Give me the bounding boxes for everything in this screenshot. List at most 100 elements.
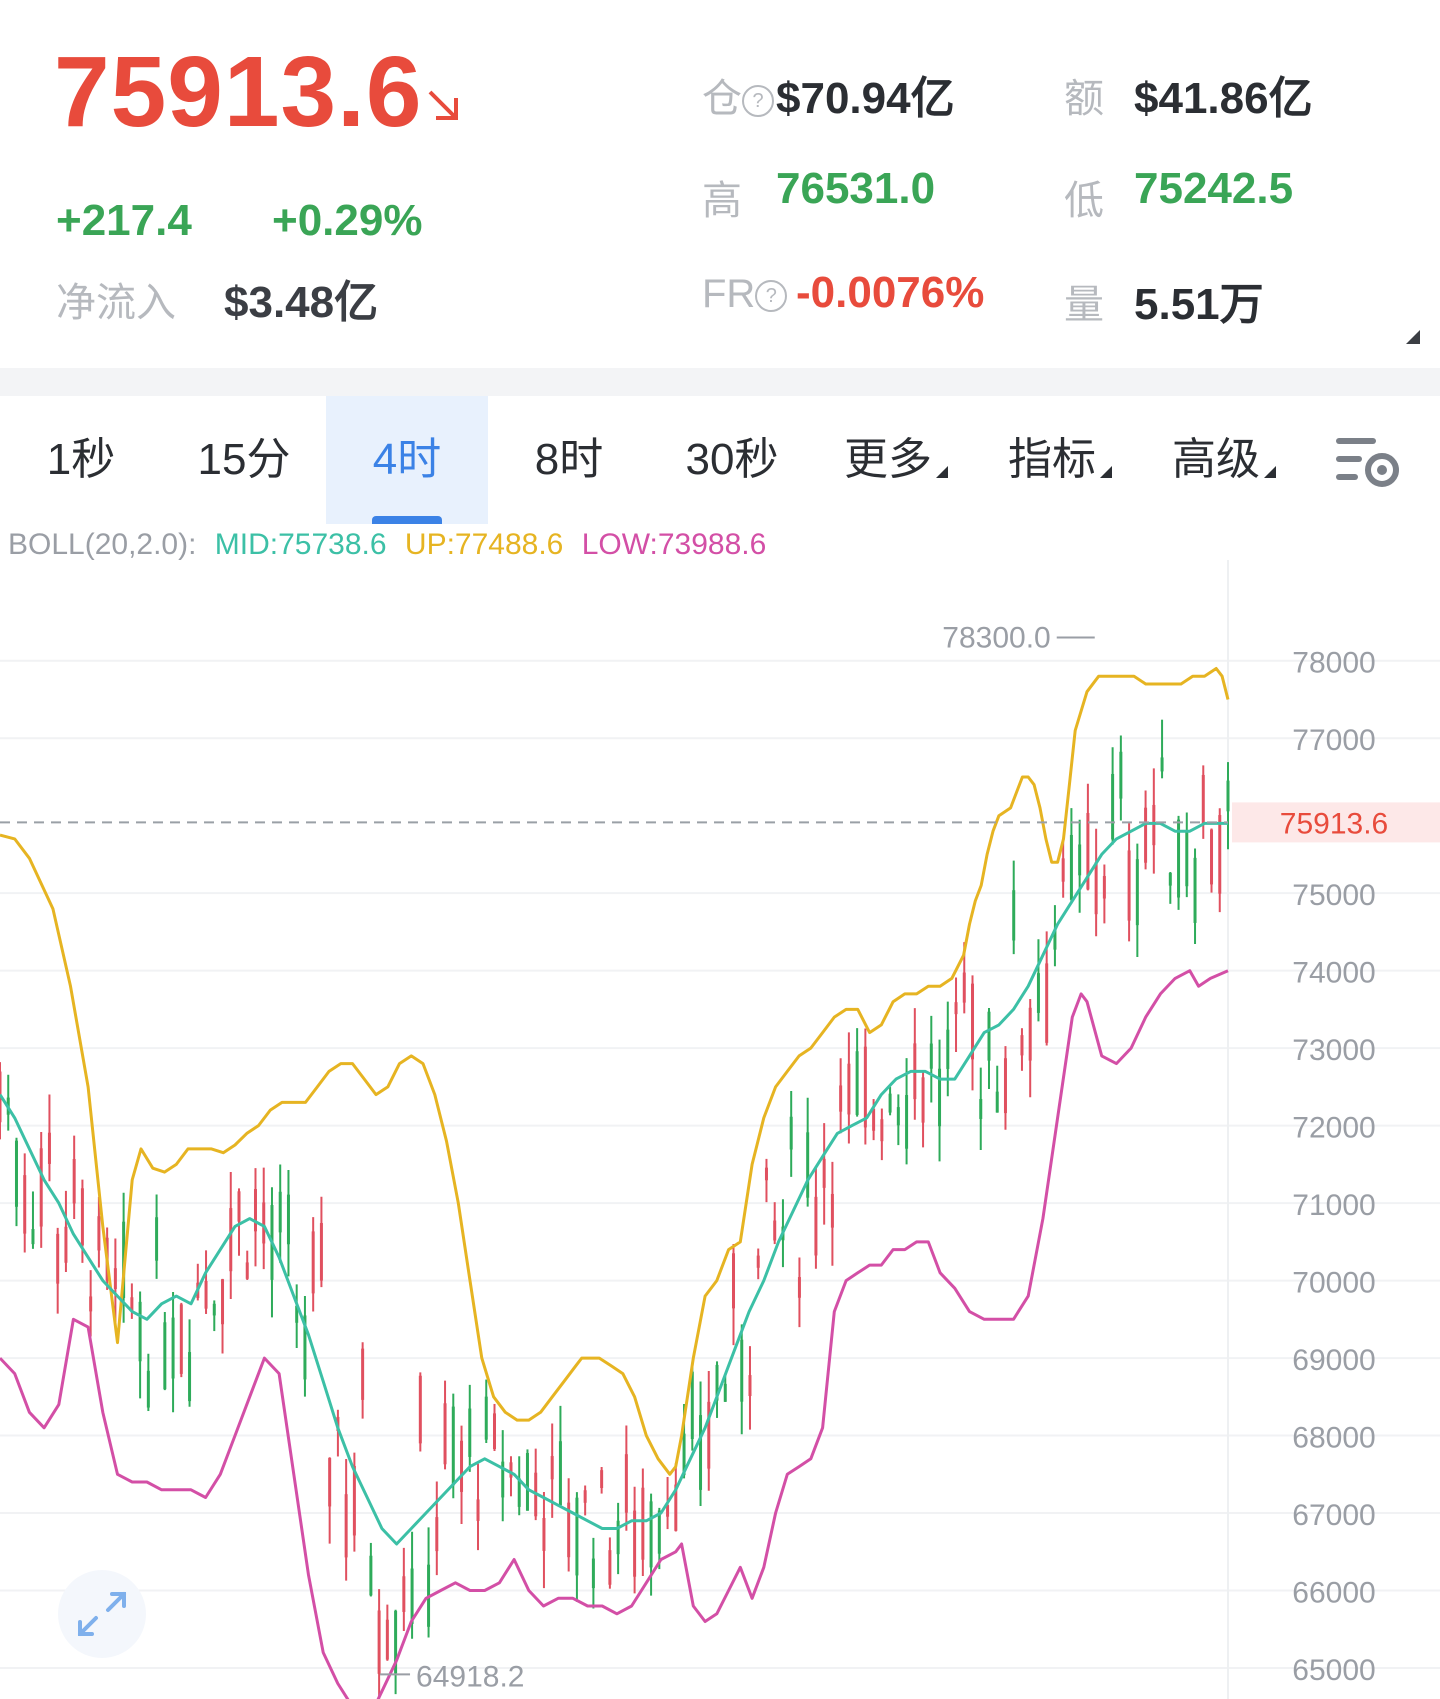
- candle-body: [946, 1029, 950, 1069]
- candle-body: [542, 1518, 546, 1551]
- candle-body: [435, 1517, 439, 1552]
- tab-label: 30秒: [685, 435, 779, 484]
- candle-body: [443, 1403, 447, 1465]
- candle-body: [888, 1093, 892, 1113]
- candle-body: [872, 1108, 876, 1131]
- candle-body: [814, 1196, 818, 1256]
- candle-body: [517, 1478, 521, 1507]
- fullscreen-button[interactable]: [58, 1570, 146, 1658]
- tab-4h[interactable]: 4时: [326, 396, 488, 524]
- candle-body: [361, 1348, 365, 1400]
- candle-body: [905, 1095, 909, 1149]
- expand-stats-icon[interactable]: [1406, 330, 1420, 344]
- candle-body: [212, 1303, 216, 1316]
- candle-body: [699, 1415, 703, 1490]
- chart-settings-icon[interactable]: [1336, 436, 1404, 488]
- boll-mid: MID:75738.6: [214, 528, 387, 561]
- candle-body: [484, 1396, 488, 1440]
- candle-body: [740, 1339, 744, 1402]
- candle-body: [1094, 862, 1098, 915]
- candle-body: [839, 1085, 843, 1112]
- tab-30s[interactable]: 30秒: [650, 396, 814, 524]
- candle-body: [880, 1119, 884, 1142]
- candle-body: [130, 1297, 134, 1311]
- tab-more[interactable]: 更多: [814, 396, 978, 524]
- y-tick-label: 67000: [1292, 1499, 1375, 1532]
- boll-params: BOLL(20,2.0):: [8, 528, 197, 561]
- candle-body: [146, 1370, 150, 1408]
- boll-legend: BOLL(20,2.0): MID:75738.6 UP:77488.6 LOW…: [8, 528, 776, 562]
- candle-body: [1086, 812, 1090, 890]
- current-price-tag: [1232, 802, 1440, 843]
- candle-body: [163, 1322, 167, 1390]
- timeframe-tabs: 1秒 15分 4时 8时 30秒 更多 指标 高级: [0, 396, 1440, 524]
- candle-body: [418, 1375, 422, 1444]
- candle-body: [1193, 857, 1197, 923]
- candle-body: [1226, 780, 1230, 812]
- tab-indicators[interactable]: 指标: [978, 396, 1142, 524]
- candle-body: [649, 1501, 653, 1568]
- candle-body: [410, 1568, 414, 1624]
- candle-body: [286, 1194, 290, 1245]
- candle-body: [328, 1458, 332, 1507]
- candle-body: [138, 1301, 142, 1362]
- y-tick-label: 78000: [1292, 647, 1375, 680]
- tab-label: 4时: [372, 435, 442, 484]
- candle-body: [64, 1226, 68, 1263]
- low-label: 低: [1064, 179, 1104, 223]
- section-divider: [0, 368, 1440, 396]
- tab-15m[interactable]: 15分: [162, 396, 326, 524]
- y-tick-label: 77000: [1292, 724, 1375, 757]
- candle-body: [1119, 751, 1123, 799]
- candle-body: [979, 1098, 983, 1119]
- candle-body: [204, 1280, 208, 1309]
- expand-icon: [78, 1592, 126, 1636]
- candle-body: [938, 1068, 942, 1127]
- candle-body: [863, 1046, 867, 1128]
- price-change-percent: +0.29%: [272, 196, 423, 245]
- candle-body: [847, 1063, 851, 1115]
- candle-body: [616, 1520, 620, 1555]
- candle-body: [295, 1305, 299, 1323]
- candle-body: [344, 1494, 348, 1558]
- candle-body: [245, 1262, 249, 1279]
- open-interest-label[interactable]: 仓?: [702, 66, 774, 124]
- candle-body: [657, 1510, 661, 1554]
- candle-body: [369, 1555, 373, 1596]
- candle-body: [14, 1140, 18, 1207]
- candle-body: [179, 1304, 183, 1374]
- candle-body: [707, 1401, 711, 1469]
- candle-body: [723, 1383, 727, 1402]
- candle-body: [319, 1223, 323, 1281]
- candle-body: [797, 1277, 801, 1298]
- candle-body: [732, 1253, 736, 1309]
- candle-body: [822, 1158, 826, 1188]
- candlestick-chart[interactable]: 78000 77000 75000 74000 73000 72000 71000 70000…: [0, 560, 1440, 1699]
- candle-body: [855, 1051, 859, 1115]
- candle-body: [682, 1433, 686, 1476]
- tab-8h[interactable]: 8时: [488, 396, 650, 524]
- help-icon[interactable]: ?: [755, 280, 788, 313]
- volume-label: 量: [1064, 283, 1104, 327]
- candle-body: [377, 1610, 381, 1674]
- ticker-header: 75913.6 +217.4 +0.29% 净流入 $3.48亿 仓? $70.…: [0, 0, 1440, 368]
- open-interest-label-text: 仓: [702, 77, 742, 121]
- candle-body: [567, 1502, 571, 1558]
- boll-low: LOW:73988.6: [581, 528, 767, 561]
- candle-body: [253, 1189, 257, 1232]
- help-icon[interactable]: ?: [742, 85, 774, 118]
- tab-1s[interactable]: 1秒: [0, 396, 162, 524]
- candle-body: [773, 1220, 777, 1241]
- candle-body: [1069, 834, 1073, 900]
- last-price: 75913.6: [54, 36, 423, 148]
- low-value: 75242.5: [1134, 164, 1294, 213]
- candle-body: [624, 1454, 628, 1513]
- candle-body: [72, 1158, 76, 1204]
- active-tab-indicator: [372, 516, 442, 524]
- tab-advanced[interactable]: 高级: [1142, 396, 1306, 524]
- funding-rate-label[interactable]: FR?: [702, 272, 788, 317]
- funding-rate-value: -0.0076%: [796, 268, 985, 317]
- y-tick-label: 71000: [1292, 1189, 1375, 1222]
- y-tick-label: 73000: [1292, 1034, 1375, 1067]
- candle-body: [1028, 1007, 1032, 1061]
